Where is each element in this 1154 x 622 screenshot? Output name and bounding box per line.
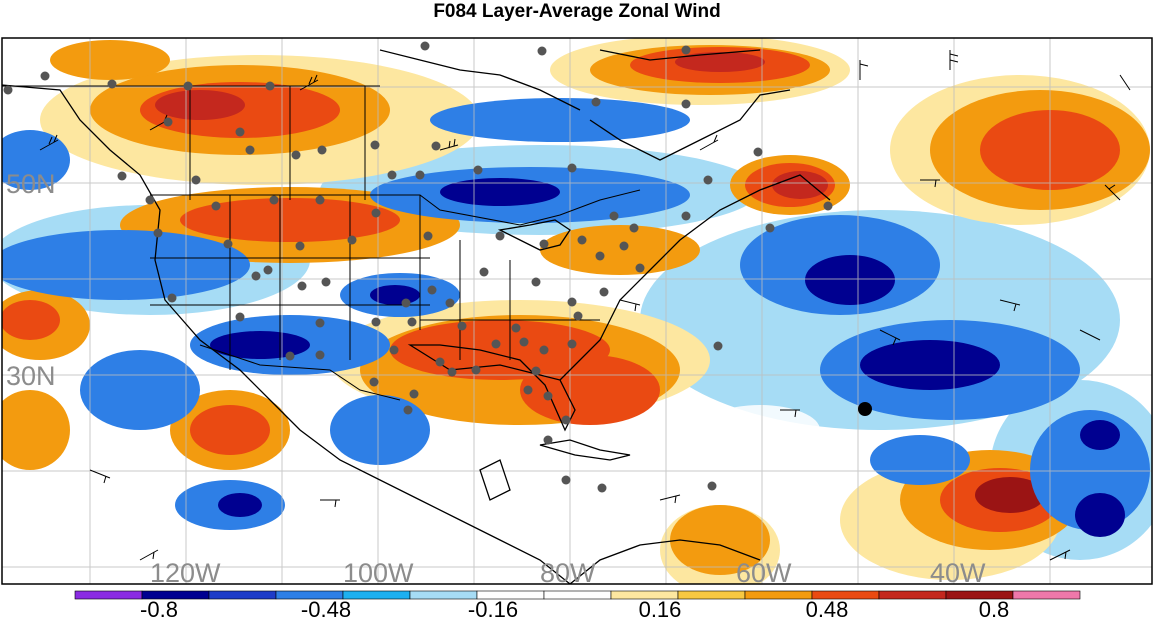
colorbar-tick-label: 0.8 [979,597,1010,622]
colorbar-segment [677,590,746,600]
lon-label-80w: 80W [540,558,596,588]
wind-barbs [39,50,1131,561]
colorbar-labels: -0.8 -0.48 -0.16 0.16 0.48 0.8 [140,597,1009,622]
lon-label-100w: 100W [343,558,414,588]
map-title: F084 Layer-Average Zonal Wind [433,1,721,22]
colorbar-segment [543,590,612,600]
lon-label-40w: 40W [930,558,986,588]
lat-label-50n: 50N [6,169,56,199]
station-markers [3,41,833,493]
map-frame [1,37,1153,585]
highlight-marker [858,402,872,416]
anomaly-field [2,38,1152,584]
colorbar-tick-label: -0.8 [140,597,178,622]
colorbar-segment [74,590,143,600]
colorbar-tick-label: -0.16 [468,597,518,622]
colorbar-segment [878,590,947,600]
colorbar-segment [744,590,813,600]
colorbar-segment [342,590,411,600]
colorbar [74,590,1081,600]
lat-label-30n: 30N [6,361,56,391]
lon-label-60w: 60W [736,558,792,588]
colorbar-tick-label: -0.48 [301,597,351,622]
colorbar-segment [208,590,277,600]
political-borders [2,85,641,401]
colorbar-segment [1012,590,1081,600]
coastlines [2,49,831,584]
colorbar-tick-label: 0.16 [639,597,682,622]
lon-label-120w: 120W [150,558,221,588]
graticule [2,38,1152,584]
colorbar-tick-label: 0.48 [806,597,849,622]
